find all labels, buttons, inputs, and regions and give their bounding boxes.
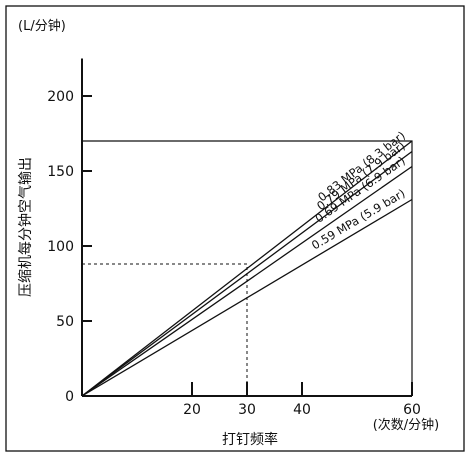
- x-axis-title: 打钉频率: [222, 431, 278, 448]
- y-unit-label: (L/分钟): [18, 18, 66, 34]
- series-line: [81, 165, 413, 397]
- x-tick-label: 30: [238, 402, 256, 418]
- y-tick-label: 200: [47, 89, 74, 105]
- x-tick-label: 60: [403, 402, 421, 418]
- y-tick-label: 50: [56, 314, 74, 330]
- y-tick-label: 100: [47, 239, 74, 255]
- y-tick-label: 0: [65, 389, 74, 405]
- reference-line-dashed: [82, 263, 248, 396]
- x-tick-label: 20: [183, 402, 201, 418]
- x-unit-label: (次数/分钟): [373, 417, 440, 433]
- x-tick-label: 40: [293, 402, 311, 418]
- outer-frame: [5, 5, 465, 452]
- y-axis-title: 压缩机每分钟空气输出: [17, 157, 34, 297]
- y-tick-label: 150: [47, 164, 74, 180]
- series-line: [81, 150, 413, 397]
- series-line: [81, 198, 413, 397]
- series-line: [81, 140, 413, 397]
